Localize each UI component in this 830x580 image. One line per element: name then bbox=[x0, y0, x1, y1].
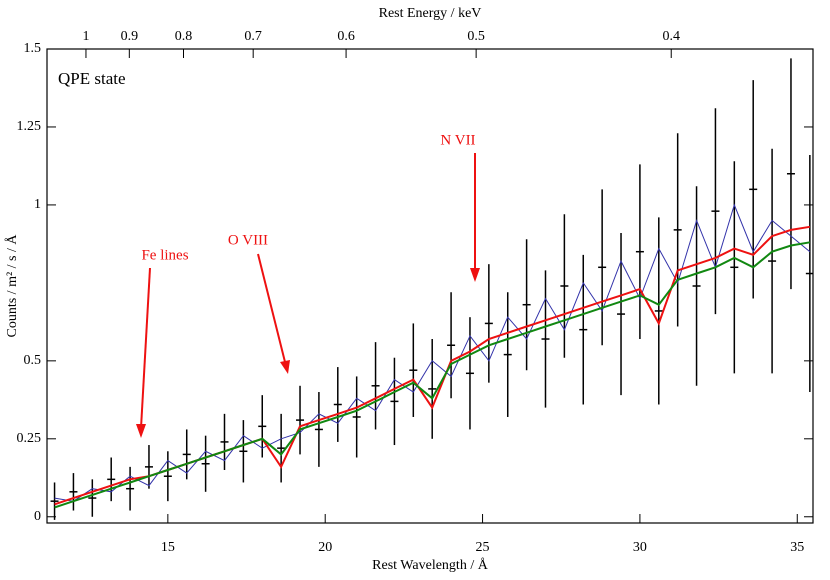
plot-frame bbox=[46, 48, 814, 524]
model-histogram bbox=[54, 203, 811, 502]
y-tick-label: 1.25 bbox=[17, 119, 42, 134]
top-tick-label: 0.8 bbox=[175, 29, 193, 44]
panel-label: QPE state bbox=[58, 69, 126, 88]
annotation-arrows bbox=[136, 153, 480, 438]
top-axis-title: Rest Energy / keV bbox=[379, 6, 482, 21]
x-tick-label: 25 bbox=[476, 540, 490, 555]
annotation: N VII bbox=[440, 132, 475, 148]
top-tick-label: 0.5 bbox=[467, 29, 485, 44]
top-tick-label: 0.6 bbox=[337, 29, 355, 44]
x-tick-label: 30 bbox=[633, 540, 647, 555]
y-tick-label: 0.5 bbox=[24, 353, 42, 368]
x-axis-title: Rest Wavelength / Å bbox=[372, 557, 489, 573]
y-axis-title: Counts / m² / s / Å bbox=[4, 234, 20, 338]
top-tick-label: 1 bbox=[82, 29, 89, 44]
y-tick-label: 0.25 bbox=[17, 431, 42, 446]
top-tick-label: 0.9 bbox=[121, 29, 139, 44]
top-tick-label: 0.7 bbox=[244, 29, 262, 44]
plot-area bbox=[50, 58, 813, 520]
top-tick-label: 0.4 bbox=[662, 29, 680, 44]
x-tick-label: 20 bbox=[318, 540, 332, 555]
x-tick-label: 15 bbox=[161, 540, 175, 555]
y-tick-label: 1.5 bbox=[24, 41, 42, 56]
model-line bbox=[54, 241, 811, 509]
y-tick-label: 1 bbox=[34, 197, 41, 212]
y-tick-label: 0 bbox=[34, 509, 41, 524]
x-tick-label: 35 bbox=[790, 540, 804, 555]
annotation: Fe lines bbox=[141, 247, 188, 263]
annotation: O VIII bbox=[228, 232, 268, 248]
